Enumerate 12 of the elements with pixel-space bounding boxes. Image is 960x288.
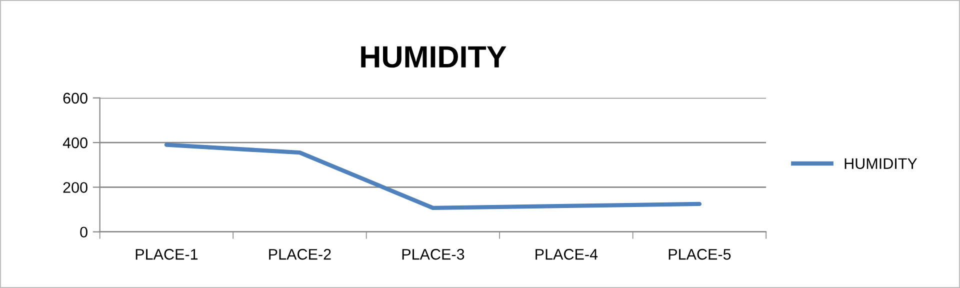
x-tick-label: PLACE-1 <box>136 248 198 260</box>
y-tick-label: 0 <box>80 226 88 238</box>
line-series <box>164 142 702 210</box>
x-tick-label: PLACE-4 <box>536 248 598 260</box>
chart-title: HUMIDITY <box>361 46 506 68</box>
x-tick-label: PLACE-5 <box>668 248 731 260</box>
x-tick-label: PLACE-2 <box>269 248 331 260</box>
y-tick-label: 400 <box>62 137 88 148</box>
y-tick-label: 600 <box>63 92 88 104</box>
legend-label: HUMIDITY <box>844 158 918 169</box>
y-tick-label: 200 <box>63 182 88 193</box>
x-tick-label: PLACE-3 <box>402 248 464 260</box>
